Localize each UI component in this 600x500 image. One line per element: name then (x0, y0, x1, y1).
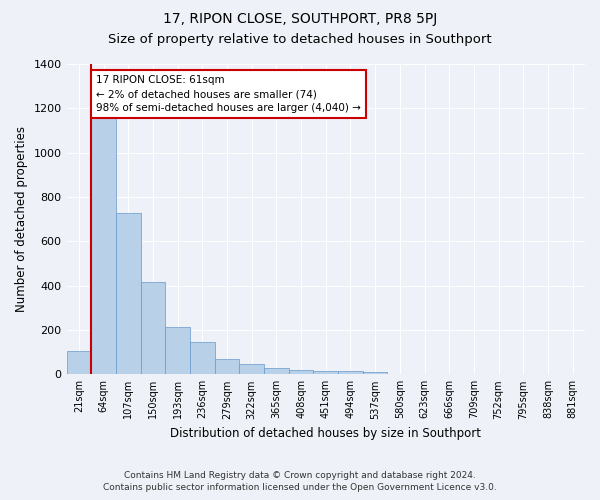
Bar (190, 342, 215, 374)
Bar (289, 370, 313, 374)
Bar (67, 350, 91, 374)
Bar (116, 212, 140, 374)
Text: 17, RIPON CLOSE, SOUTHPORT, PR8 5PJ: 17, RIPON CLOSE, SOUTHPORT, PR8 5PJ (163, 12, 437, 26)
Bar (338, 371, 363, 374)
Y-axis label: Number of detached properties: Number of detached properties (15, 126, 28, 312)
Bar (313, 371, 338, 374)
Bar (165, 326, 190, 374)
X-axis label: Distribution of detached houses by size in Southport: Distribution of detached houses by size … (170, 427, 481, 440)
Text: Size of property relative to detached houses in Southport: Size of property relative to detached ho… (108, 32, 492, 46)
Text: 17 RIPON CLOSE: 61sqm
← 2% of detached houses are smaller (74)
98% of semi-detac: 17 RIPON CLOSE: 61sqm ← 2% of detached h… (96, 75, 361, 113)
Bar (91, 118, 116, 374)
Text: Contains HM Land Registry data © Crown copyright and database right 2024.
Contai: Contains HM Land Registry data © Crown c… (103, 471, 497, 492)
Bar (363, 372, 388, 374)
Bar (239, 364, 264, 374)
Bar (140, 282, 165, 374)
Bar (215, 359, 239, 374)
Bar (264, 368, 289, 374)
